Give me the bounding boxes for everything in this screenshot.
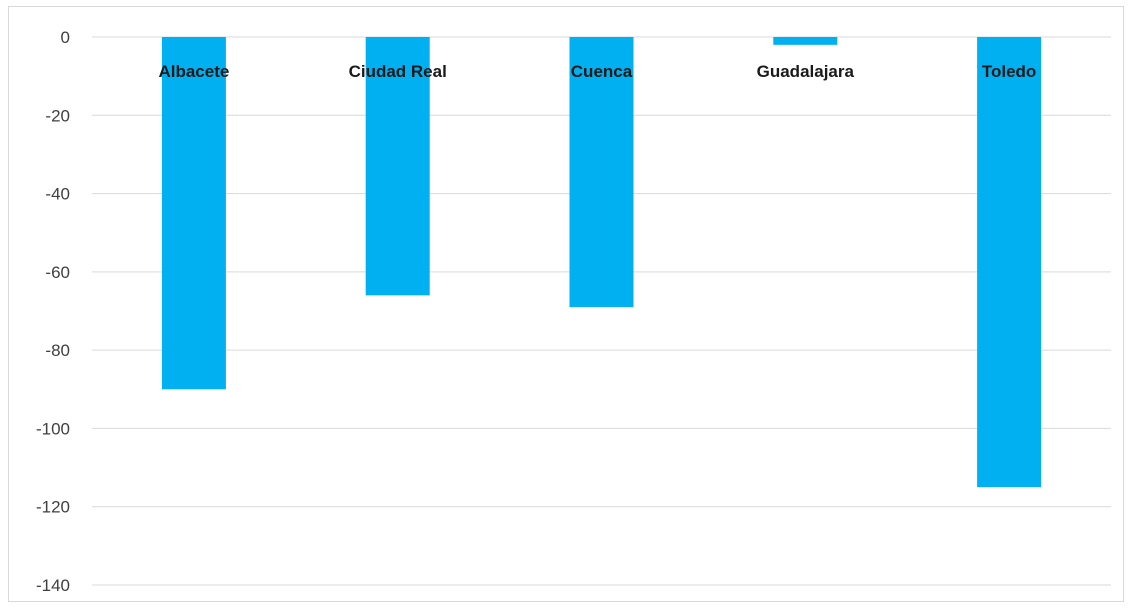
category-label: Toledo (982, 62, 1036, 81)
bar-guadalajara (773, 37, 838, 45)
gridlines (92, 36, 1111, 586)
category-labels: Albacete Ciudad Real Cuenca Guadalajara Tole… (158, 62, 1036, 81)
bar-albacete (161, 37, 226, 390)
y-tick-label: -60 (45, 263, 70, 282)
category-label: Albacete (158, 62, 229, 81)
y-tick-label: -80 (45, 341, 70, 360)
y-tick-label: 0 (61, 28, 70, 47)
y-tick-label: -140 (36, 576, 70, 595)
category-label: Guadalajara (757, 62, 855, 81)
y-tick-label: -20 (45, 106, 70, 125)
y-axis-tick-labels: 0 -20 -40 -60 -80 -100 -120 -140 (36, 28, 70, 595)
bar-toledo (977, 37, 1042, 488)
bars (161, 37, 1042, 488)
category-label: Cuenca (571, 62, 633, 81)
y-tick-label: -100 (36, 419, 70, 438)
bar-ciudad-real (365, 37, 430, 296)
y-tick-label: -40 (45, 185, 70, 204)
bar-cuenca (569, 37, 634, 308)
y-tick-label: -120 (36, 498, 70, 517)
category-label: Ciudad Real (349, 62, 447, 81)
